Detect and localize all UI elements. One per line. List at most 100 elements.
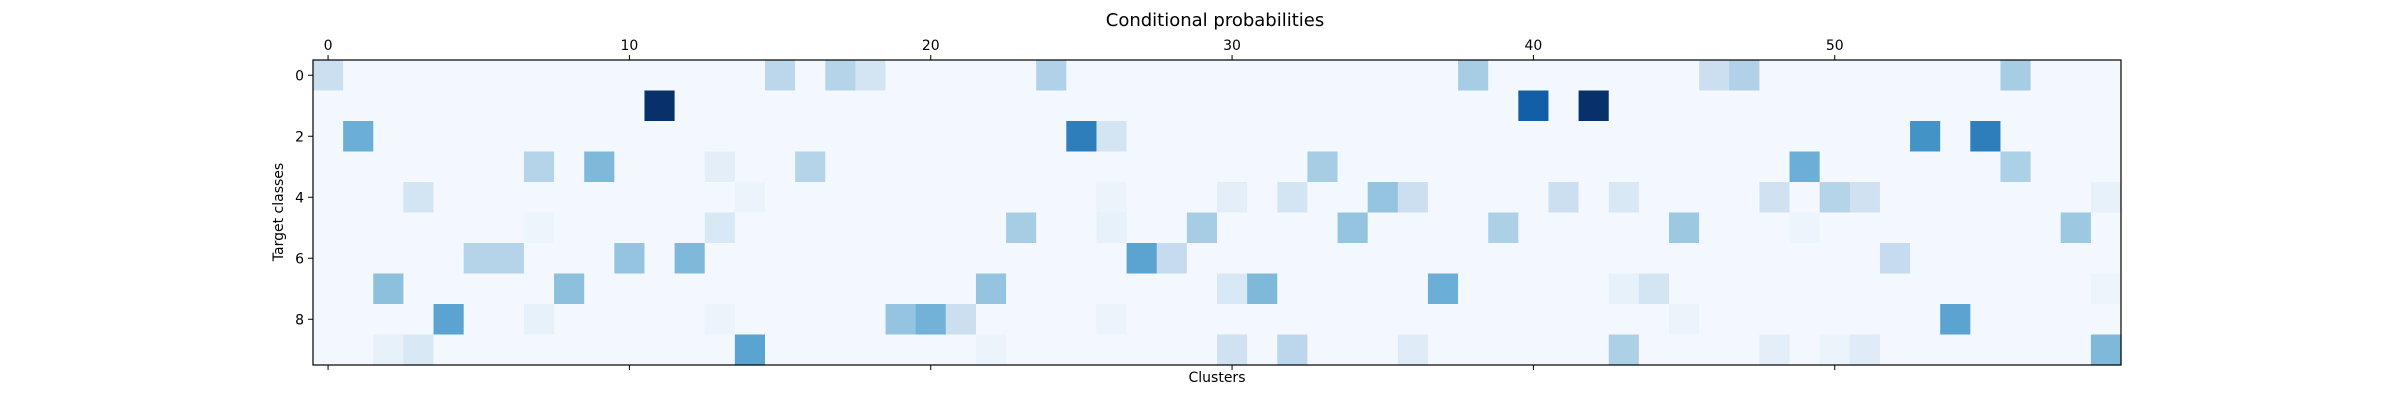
heatmap-cell-r0-c2 — [373, 60, 404, 92]
heatmap-cell-r3-c45 — [1669, 151, 1700, 183]
heatmap-cell-r6-c7 — [523, 243, 555, 275]
heatmap-cell-r7-c33 — [1307, 273, 1339, 305]
x-tick-label: 50 — [1826, 38, 1844, 54]
heatmap-cell-r8-c24 — [1036, 304, 1067, 336]
heatmap-cell-r1-c9 — [584, 90, 615, 122]
heatmap-cell-r7-c37 — [1427, 273, 1459, 305]
heatmap-cell-r9-c58 — [2060, 334, 2092, 366]
heatmap-cell-r8-c43 — [1608, 304, 1640, 336]
heatmap-cell-r8-c45 — [1669, 304, 1700, 336]
heatmap-cell-r1-c31 — [1247, 90, 1278, 122]
heatmap-cell-r4-c50 — [1819, 182, 1851, 214]
heatmap-cell-r0-c1 — [343, 60, 374, 92]
y-tick-label: 8 — [295, 312, 304, 328]
heatmap-cell-r9-c16 — [795, 334, 826, 366]
heatmap-cell-r7-c55 — [1970, 273, 2002, 305]
heatmap-cell-r7-c41 — [1548, 273, 1580, 305]
heatmap-cell-r0-c38 — [1458, 60, 1489, 92]
heatmap-cell-r6-c5 — [463, 243, 495, 275]
heatmap-cell-r3-c36 — [1397, 151, 1429, 183]
x-tick-label: 10 — [620, 38, 638, 54]
heatmap-cell-r3-c48 — [1759, 151, 1791, 183]
heatmap-cell-r0-c39 — [1488, 60, 1519, 92]
x-axis-label: Clusters — [1189, 370, 1246, 386]
heatmap-cell-r3-c34 — [1337, 151, 1369, 183]
heatmap-cell-r2-c5 — [463, 121, 495, 153]
heatmap-cell-r4-c26 — [1096, 182, 1128, 214]
heatmap-cell-r2-c2 — [373, 121, 404, 153]
heatmap-cell-r2-c16 — [795, 121, 826, 153]
heatmap-cell-r5-c24 — [1036, 212, 1067, 244]
heatmap-cell-r0-c29 — [1186, 60, 1218, 92]
heatmap-cell-r9-c28 — [1156, 334, 1188, 366]
heatmap-cell-r6-c4 — [433, 243, 465, 275]
heatmap-cell-r1-c10 — [614, 90, 646, 122]
heatmap-cell-r3-c2 — [373, 151, 404, 183]
heatmap-cell-r2-c10 — [614, 121, 646, 153]
heatmap-cell-r2-c25 — [1066, 121, 1098, 153]
heatmap-cell-r3-c6 — [493, 151, 525, 183]
heatmap-cell-r8-c20 — [915, 304, 947, 336]
heatmap-cell-r4-c51 — [1849, 182, 1881, 214]
heatmap-cell-r7-c1 — [343, 273, 374, 305]
heatmap-cell-r2-c49 — [1789, 121, 1821, 153]
heatmap-cell-r9-c50 — [1819, 334, 1851, 366]
heatmap-cell-r3-c57 — [2030, 151, 2062, 183]
heatmap-cell-r4-c52 — [1879, 182, 1911, 214]
heatmap-cell-r6-c29 — [1186, 243, 1218, 275]
heatmap-cell-r8-c33 — [1307, 304, 1339, 336]
heatmap-cell-r9-c6 — [493, 334, 525, 366]
heatmap-cell-r1-c55 — [1970, 90, 2002, 122]
heatmap-cell-r8-c14 — [734, 304, 766, 336]
heatmap-cell-r4-c7 — [523, 182, 555, 214]
heatmap-cell-r5-c2 — [373, 212, 404, 244]
heatmap-cell-r3-c21 — [945, 151, 977, 183]
heatmap-cell-r3-c28 — [1156, 151, 1188, 183]
heatmap-cell-r3-c55 — [1970, 151, 2002, 183]
heatmap-cell-r7-c24 — [1036, 273, 1067, 305]
heatmap-cell-r1-c48 — [1759, 90, 1791, 122]
heatmap-cell-r0-c16 — [795, 60, 826, 92]
heatmap-cell-r9-c54 — [1940, 334, 1971, 366]
heatmap-cell-r3-c30 — [1217, 151, 1248, 183]
heatmap-cell-r1-c21 — [945, 90, 977, 122]
heatmap-cell-r7-c56 — [2000, 273, 2032, 305]
heatmap-cell-r5-c39 — [1488, 212, 1519, 244]
heatmap-cell-r0-c47 — [1729, 60, 1760, 92]
heatmap-cell-r7-c11 — [644, 273, 676, 305]
heatmap-cell-r0-c51 — [1849, 60, 1881, 92]
heatmap-cell-r3-c17 — [825, 151, 856, 183]
heatmap-cell-r1-c43 — [1608, 90, 1640, 122]
heatmap-cell-r8-c31 — [1247, 304, 1278, 336]
heatmap-cell-r4-c23 — [1006, 182, 1037, 214]
heatmap-cell-r7-c50 — [1819, 273, 1851, 305]
heatmap-cell-r6-c55 — [1970, 243, 2002, 275]
heatmap-cell-r0-c8 — [554, 60, 585, 92]
heatmap-cell-r6-c21 — [945, 243, 977, 275]
heatmap-cell-r3-c22 — [975, 151, 1007, 183]
heatmap-cell-r0-c48 — [1759, 60, 1791, 92]
heatmap-cell-r0-c9 — [584, 60, 615, 92]
heatmap-cell-r7-c42 — [1578, 273, 1610, 305]
heatmap-cell-r5-c50 — [1819, 212, 1851, 244]
heatmap-cell-r5-c15 — [765, 212, 796, 244]
heatmap-cell-r1-c5 — [463, 90, 495, 122]
heatmap-cell-r9-c22 — [975, 334, 1007, 366]
heatmap-cell-r4-c58 — [2060, 182, 2092, 214]
heatmap-cell-r9-c5 — [463, 334, 495, 366]
heatmap-cell-r3-c27 — [1126, 151, 1158, 183]
heatmap-cell-r9-c37 — [1427, 334, 1459, 366]
heatmap-cell-r0-c18 — [855, 60, 887, 92]
heatmap-cell-r1-c7 — [523, 90, 555, 122]
heatmap-cell-r0-c32 — [1277, 60, 1308, 92]
heatmap-cell-r8-c36 — [1397, 304, 1429, 336]
heatmap-cell-r3-c1 — [343, 151, 374, 183]
heatmap-cell-r9-c4 — [433, 334, 465, 366]
heatmap-cell-r2-c53 — [1910, 121, 1941, 153]
heatmap-cell-r6-c22 — [975, 243, 1007, 275]
heatmap-cell-r2-c24 — [1036, 121, 1067, 153]
heatmap-cell-r7-c35 — [1367, 273, 1399, 305]
heatmap-cell-r7-c39 — [1488, 273, 1519, 305]
heatmap-cell-r4-c8 — [554, 182, 585, 214]
heatmap-cell-r5-c17 — [825, 212, 856, 244]
